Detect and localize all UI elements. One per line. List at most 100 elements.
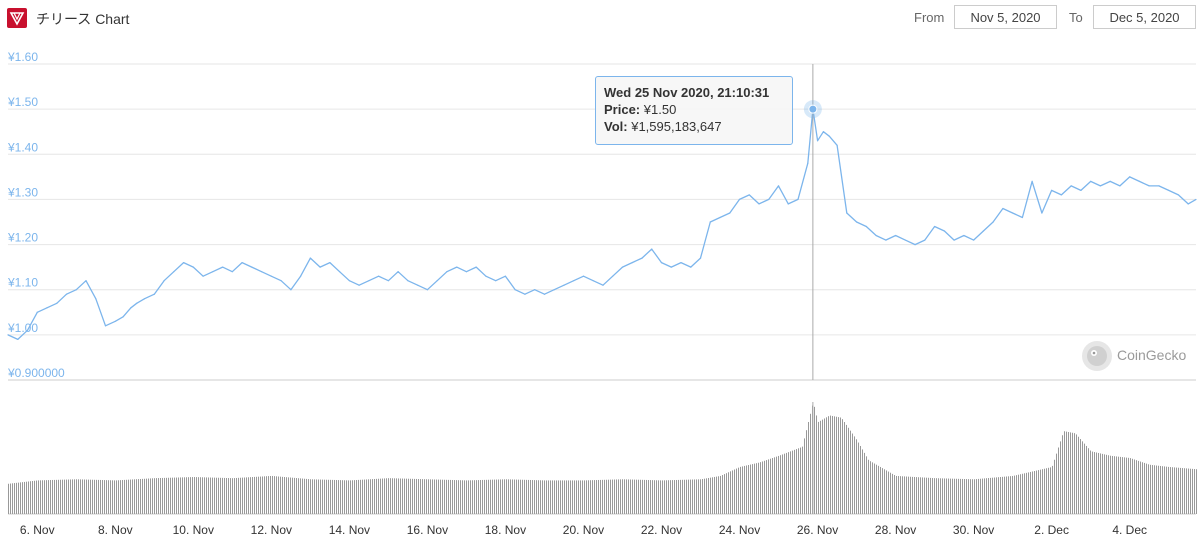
volume-bar (1098, 452, 1099, 514)
volume-bar (356, 480, 357, 514)
volume-bar (432, 479, 433, 514)
volume-bar (672, 480, 673, 514)
volume-bar (890, 472, 891, 514)
volume-bar (958, 478, 959, 514)
volume-bar (598, 479, 599, 514)
volume-bar (856, 439, 857, 514)
y-tick-label: ¥1.10 (7, 276, 38, 290)
volume-bar (398, 478, 399, 514)
volume-bar (54, 479, 55, 514)
volume-bar (954, 478, 955, 514)
volume-bar (612, 479, 613, 514)
volume-bar (724, 474, 725, 514)
volume-bar (260, 476, 261, 514)
price-point (495, 280, 497, 282)
volume-bar (940, 478, 941, 514)
volume-bar (506, 479, 507, 514)
volume-bar (1144, 462, 1145, 514)
volume-bar (326, 479, 327, 514)
volume-bar (502, 479, 503, 514)
volume-bar (632, 479, 633, 514)
volume-bar (772, 458, 773, 514)
volume-bar (1140, 461, 1141, 514)
volume-bar (882, 468, 883, 514)
volume-bar (90, 479, 91, 514)
volume-bar (520, 479, 521, 514)
volume-bar (1148, 464, 1149, 514)
volume-bar (704, 478, 705, 514)
volume-bar (1164, 466, 1165, 514)
price-point (1148, 185, 1150, 187)
volume-bar (370, 479, 371, 514)
price-point (934, 225, 936, 228)
volume-bar (434, 479, 435, 514)
volume-bar (964, 479, 965, 514)
volume-bar (942, 478, 943, 514)
volume-bar (552, 480, 553, 514)
volume-bar (736, 468, 737, 514)
volume-bar (400, 478, 401, 514)
volume-bar (820, 420, 821, 514)
volume-bar (280, 476, 281, 514)
price-point (465, 271, 468, 273)
volume-bar (848, 427, 849, 514)
price-point (130, 307, 132, 309)
price-point (270, 275, 272, 277)
volume-bar (662, 480, 663, 514)
price-point (709, 221, 711, 223)
volume-bar (830, 415, 831, 514)
volume-bar (156, 478, 157, 514)
volume-bar (834, 416, 835, 514)
volume-bar (554, 480, 555, 514)
volume-bar (410, 478, 411, 514)
volume-bar (278, 476, 279, 514)
volume-bar (88, 479, 89, 514)
volume-bar (362, 479, 363, 514)
volume-bar (790, 451, 791, 514)
volume-bar (968, 479, 969, 514)
volume-bar (182, 477, 183, 514)
volume-bar (816, 415, 817, 514)
token-logo-icon (7, 8, 27, 28)
volume-bar (1182, 468, 1183, 514)
volume-bar (864, 452, 865, 514)
volume-bar (858, 442, 859, 514)
volume-bar (560, 480, 561, 514)
volume-bar (664, 480, 665, 514)
volume-bar (1092, 451, 1093, 514)
price-point (309, 257, 311, 259)
x-tick-label: 14. Nov (329, 523, 370, 537)
volume-bar (538, 480, 539, 514)
price-point (582, 275, 585, 277)
volume-bar (200, 477, 201, 514)
volume-bar (962, 478, 963, 514)
to-date-input[interactable]: Dec 5, 2020 (1093, 5, 1196, 29)
volume-bar (22, 482, 23, 514)
volume-bar (472, 480, 473, 514)
volume-bar (340, 480, 341, 514)
volume-bar (914, 476, 915, 514)
volume-bar (220, 477, 221, 514)
from-date-input[interactable]: Nov 5, 2020 (954, 5, 1057, 29)
price-point (1060, 194, 1062, 196)
volume-bar (396, 478, 397, 514)
crosshair (803, 64, 822, 514)
volume-bar (358, 479, 359, 514)
volume-bar (980, 478, 981, 514)
volume-bar (1066, 431, 1067, 514)
volume-bar (1196, 469, 1197, 514)
volume-bar (970, 479, 971, 514)
volume-bar (718, 476, 719, 514)
volume-bar (186, 477, 187, 514)
volume-bar (394, 478, 395, 514)
volume-bar (392, 478, 393, 514)
volume-bar (102, 480, 103, 514)
price-point (456, 266, 458, 268)
price-point (885, 239, 887, 241)
volume-bar (580, 480, 581, 514)
volume-bar (266, 476, 267, 514)
volume-bar (876, 464, 877, 514)
volume-bar (390, 478, 391, 514)
volume-bar (1116, 456, 1117, 514)
